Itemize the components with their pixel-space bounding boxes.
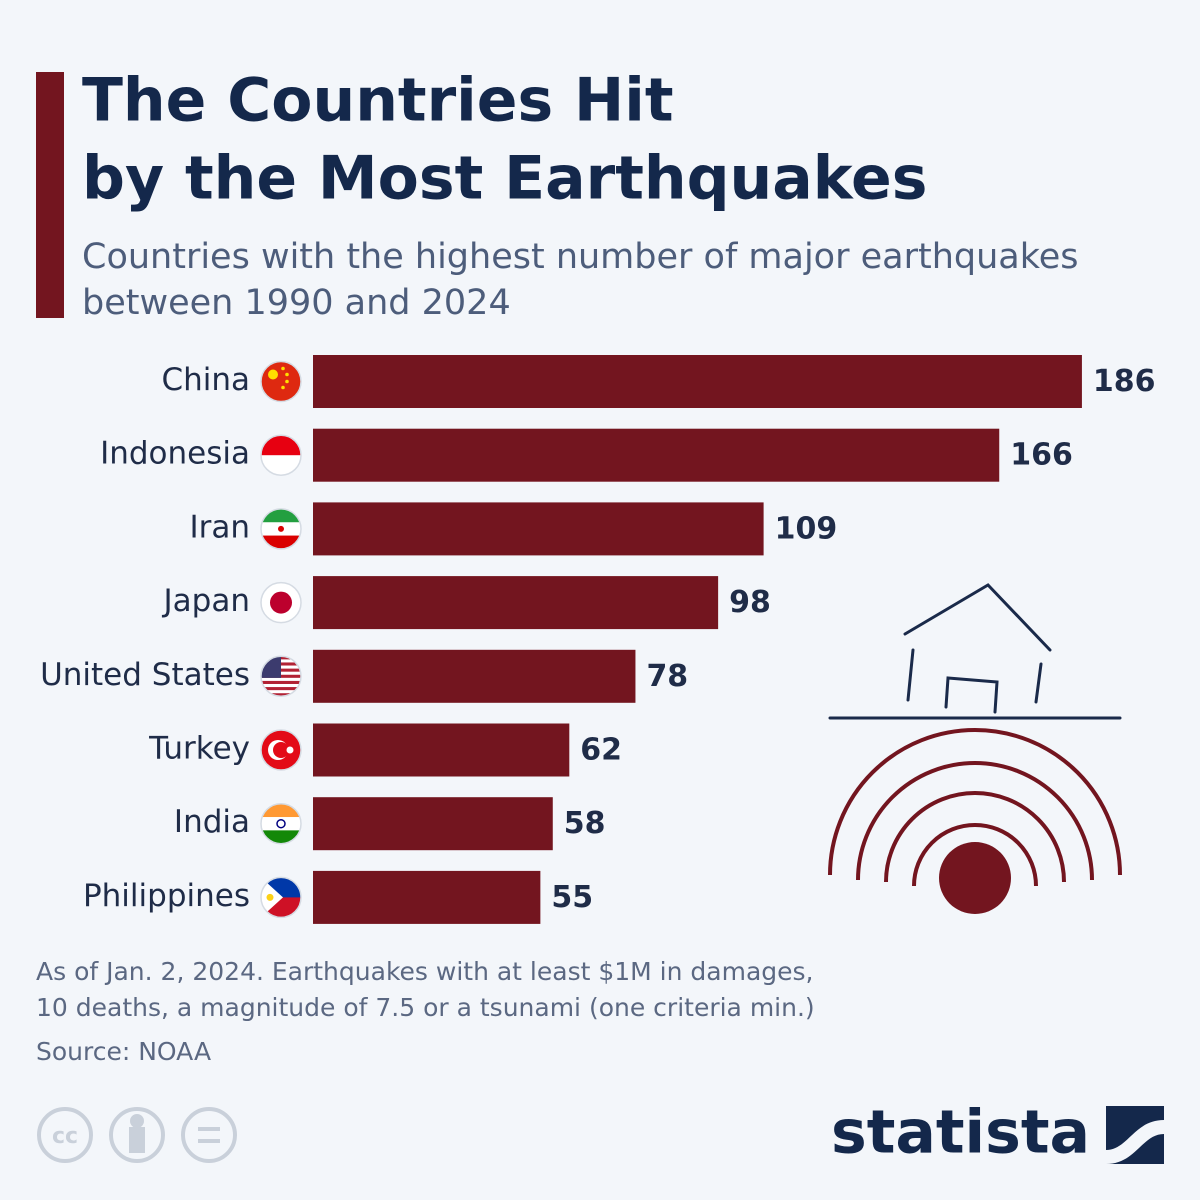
flag-star bbox=[281, 366, 285, 371]
flag bbox=[261, 582, 301, 623]
category-label: United States bbox=[40, 657, 250, 693]
note: As of Jan. 2, 2024. Earthquakes with at … bbox=[36, 957, 814, 986]
value-label: 166 bbox=[1010, 438, 1073, 473]
flag-sun bbox=[266, 893, 274, 901]
category-label: Indonesia bbox=[100, 436, 250, 472]
value-label: 62 bbox=[580, 733, 622, 768]
value-label: 186 bbox=[1093, 364, 1156, 399]
bar bbox=[313, 355, 1082, 408]
bar bbox=[313, 502, 764, 556]
flag-star bbox=[268, 369, 278, 380]
category-label: Japan bbox=[162, 583, 250, 619]
flag-stripe bbox=[261, 817, 301, 831]
category-label: Iran bbox=[189, 509, 250, 545]
flag bbox=[261, 730, 301, 770]
flag-border bbox=[260, 729, 302, 771]
flag bbox=[261, 361, 301, 402]
bar bbox=[313, 797, 553, 851]
bar bbox=[313, 649, 636, 703]
flag-stripe bbox=[261, 361, 301, 402]
flag-border bbox=[260, 508, 302, 550]
bar bbox=[313, 576, 719, 630]
value-label: 55 bbox=[551, 880, 593, 915]
flag-border bbox=[260, 655, 302, 698]
flag-border bbox=[260, 802, 302, 845]
value-label: 78 bbox=[646, 659, 688, 694]
chart-title: The Countries Hit bbox=[82, 66, 674, 136]
flag-wheel bbox=[276, 818, 286, 829]
title-accent bbox=[36, 72, 64, 318]
bar bbox=[313, 870, 541, 924]
category-label: Turkey bbox=[148, 731, 250, 767]
chart-title: by the Most Earthquakes bbox=[82, 144, 927, 214]
house-illustration bbox=[828, 583, 1122, 720]
flag-border bbox=[260, 360, 302, 403]
flag-stripe bbox=[261, 687, 301, 691]
flag-star bbox=[285, 372, 289, 377]
flag-stripe bbox=[261, 435, 301, 456]
category-label: India bbox=[174, 804, 250, 840]
source: Source: NOAA bbox=[36, 1037, 211, 1066]
brand-icon bbox=[1106, 1106, 1164, 1164]
flag bbox=[261, 435, 301, 476]
license-icons bbox=[37, 1107, 237, 1163]
flag-crescent bbox=[273, 742, 289, 758]
bar bbox=[313, 428, 1000, 482]
flag-stripe bbox=[261, 683, 301, 688]
flag-star bbox=[286, 746, 294, 754]
flag-stripe bbox=[261, 455, 301, 476]
flag-stripe bbox=[261, 693, 301, 697]
license-text: cc bbox=[52, 1124, 78, 1149]
brand-logo: statista bbox=[831, 1098, 1090, 1168]
category-label: Philippines bbox=[83, 878, 250, 914]
flag-star bbox=[281, 385, 285, 390]
flag-disc bbox=[270, 591, 292, 614]
flag-stripe bbox=[261, 680, 301, 685]
flag bbox=[261, 877, 301, 918]
value-label: 98 bbox=[729, 585, 771, 620]
flag-border bbox=[260, 434, 302, 476]
flag-stripe bbox=[261, 690, 301, 694]
value-label: 109 bbox=[775, 511, 838, 546]
flag-border bbox=[260, 876, 302, 919]
category-label: China bbox=[161, 362, 250, 398]
value-label: 58 bbox=[564, 806, 606, 841]
subtitle: between 1990 and 2024 bbox=[82, 283, 511, 323]
flag-stripe bbox=[261, 677, 301, 682]
flag-border bbox=[260, 581, 302, 624]
subtitle: Countries with the highest number of maj… bbox=[82, 237, 1079, 277]
bar bbox=[313, 723, 570, 777]
flag-emblem bbox=[278, 525, 284, 532]
quake-waves bbox=[828, 728, 1122, 914]
note: 10 deaths, a magnitude of 7.5 or a tsuna… bbox=[36, 993, 815, 1022]
flag-star bbox=[285, 379, 289, 384]
